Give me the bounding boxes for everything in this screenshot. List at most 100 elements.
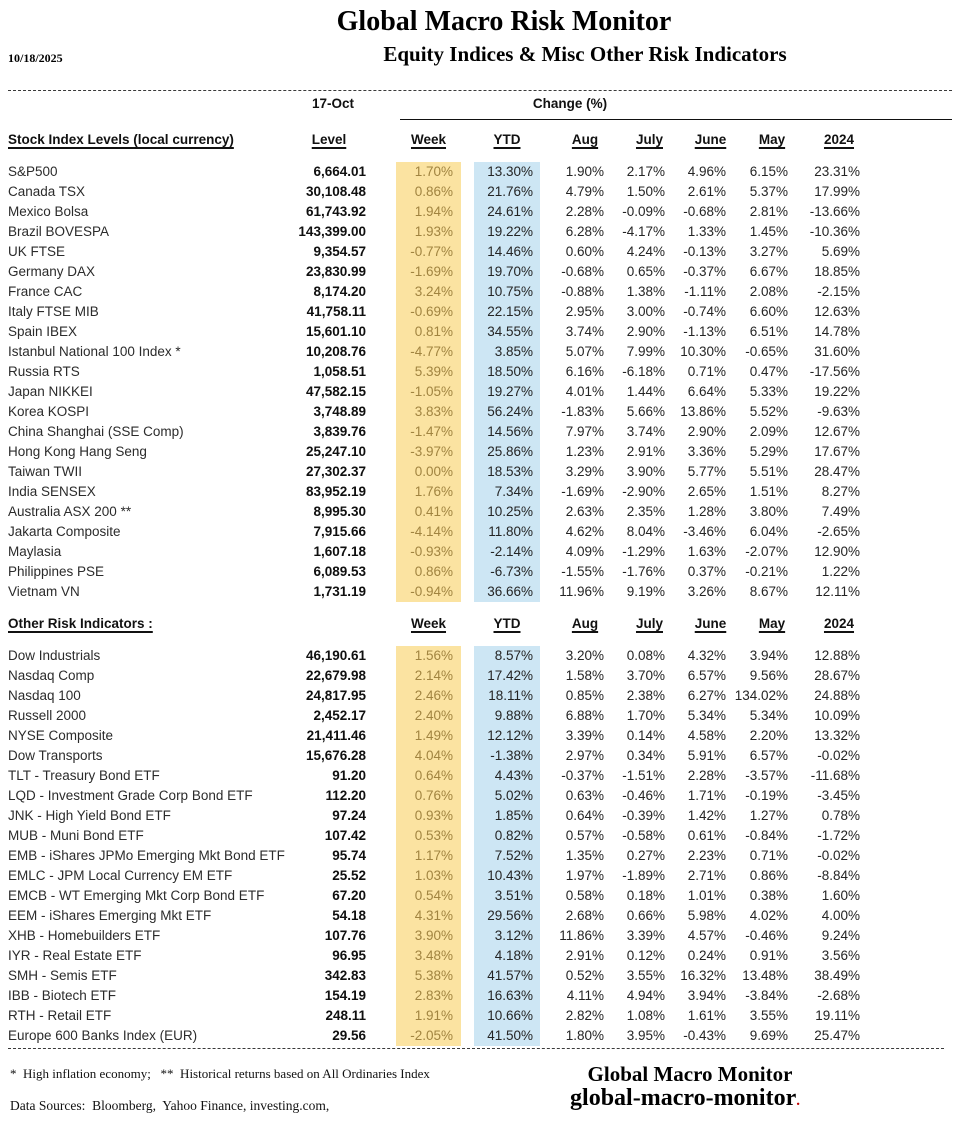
spacer	[368, 282, 396, 302]
report-date: 10/18/2025	[8, 51, 63, 65]
spacer	[368, 866, 396, 886]
cell-may: -3.57%	[745, 768, 788, 783]
col-header-aug: Aug	[571, 132, 599, 147]
spacer	[461, 846, 474, 866]
row-name: Philippines PSE	[8, 564, 105, 579]
table-row: XHB - Homebuilders ETF 107.76 3.90% 3.12% 11…	[8, 926, 864, 946]
cell-ytd: 36.66%	[474, 582, 540, 602]
cell-may: 1.51%	[749, 484, 788, 499]
cell-june: 5.91%	[687, 748, 726, 763]
cell-week: 0.86%	[396, 182, 461, 202]
cell-may: -0.46%	[745, 928, 788, 943]
cell-level: 3,839.76	[313, 424, 366, 439]
spacer	[461, 826, 474, 846]
spacer	[368, 926, 396, 946]
cell-week: -4.77%	[396, 342, 461, 362]
cell-2024: -2.68%	[817, 988, 860, 1003]
cell-week: -4.14%	[396, 522, 461, 542]
cell-week: 3.90%	[396, 926, 461, 946]
spacer	[368, 666, 396, 686]
spacer	[368, 422, 396, 442]
spacer	[461, 402, 474, 422]
col-header-ytd: YTD	[493, 616, 521, 631]
cell-week: 1.03%	[396, 866, 461, 886]
spacer	[461, 926, 474, 946]
row-name: EEM - iShares Emerging Mkt ETF	[8, 908, 212, 923]
table-row: JNK - High Yield Bond ETF 97.24 0.93% 1.85%…	[8, 806, 864, 826]
row-name: S&P500	[8, 164, 58, 179]
spacer	[368, 342, 396, 362]
table-row: Dow Industrials 46,190.61 1.56% 8.57% 3.20% 0…	[8, 646, 864, 666]
cell-aug: 6.16%	[565, 364, 604, 379]
spacer	[461, 1006, 474, 1026]
cell-july: 2.17%	[626, 164, 665, 179]
cell-july: 0.66%	[626, 908, 665, 923]
spacer	[461, 522, 474, 542]
cell-june: 1.42%	[687, 808, 726, 823]
cell-ytd: 19.70%	[474, 262, 540, 282]
cell-may: 6.15%	[749, 164, 788, 179]
cell-july: 5.66%	[626, 404, 665, 419]
spacer	[368, 482, 396, 502]
spacer	[461, 726, 474, 746]
spacer	[461, 986, 474, 1006]
spacer	[368, 128, 396, 162]
cell-june: 3.94%	[687, 988, 726, 1003]
spacer	[461, 162, 474, 182]
table-row: Korea KOSPI 3,748.89 3.83% 56.24% -1.83% 5.66…	[8, 402, 864, 422]
cell-july: 1.44%	[626, 384, 665, 399]
table-row: France CAC 8,174.20 3.24% 10.75% -0.88% 1.38%…	[8, 282, 864, 302]
cell-level: 91.20	[332, 768, 366, 783]
row-name: Vietnam VN	[8, 584, 80, 599]
cell-june: 6.27%	[687, 688, 726, 703]
cell-week: 5.38%	[396, 966, 461, 986]
spacer	[368, 906, 396, 926]
cell-may: 2.09%	[749, 424, 788, 439]
spacer	[368, 766, 396, 786]
cell-2024: 38.49%	[814, 968, 860, 983]
cell-ytd: 4.43%	[474, 766, 540, 786]
cell-2024: -2.65%	[817, 524, 860, 539]
cell-level: 8,995.30	[313, 504, 366, 519]
spacer	[461, 422, 474, 442]
cell-july: -1.51%	[622, 768, 665, 783]
cell-ytd: 10.25%	[474, 502, 540, 522]
spacer	[368, 542, 396, 562]
cell-june: -1.13%	[683, 324, 726, 339]
cell-level: 22,679.98	[305, 668, 366, 683]
row-name: Jakarta Composite	[8, 524, 121, 539]
cell-aug: 4.62%	[565, 524, 604, 539]
row-name: Dow Industrials	[8, 648, 101, 663]
cell-ytd: -2.14%	[474, 542, 540, 562]
spacer	[368, 826, 396, 846]
cell-ytd: 18.53%	[474, 462, 540, 482]
cell-july: 0.14%	[626, 728, 665, 743]
footnote: * High inflation economy; ** Historical …	[10, 1066, 430, 1081]
table-row: Australia ASX 200 ** 8,995.30 0.41% 10.25% 2…	[8, 502, 864, 522]
cell-level: 25,247.10	[305, 444, 366, 459]
row-name: Spain IBEX	[8, 324, 78, 339]
cell-aug: -1.55%	[561, 564, 604, 579]
table-row: EEM - iShares Emerging Mkt ETF 54.18 4.31%…	[8, 906, 864, 926]
table-row: IBB - Biotech ETF 154.19 2.83% 16.63% 4.11% 4…	[8, 986, 864, 1006]
cell-ytd: 10.66%	[474, 1006, 540, 1026]
cell-week: 3.24%	[396, 282, 461, 302]
cell-aug: 1.35%	[565, 848, 604, 863]
col-header-level: Level	[311, 132, 347, 147]
cell-aug: -0.88%	[561, 284, 604, 299]
cell-level: 1,731.19	[313, 584, 366, 599]
cell-june: 4.58%	[687, 728, 726, 743]
col-header-may: May	[758, 616, 786, 631]
cell-aug: 3.20%	[565, 648, 604, 663]
cell-ytd: 16.63%	[474, 986, 540, 1006]
cell-july: 3.39%	[626, 928, 665, 943]
spacer	[461, 282, 474, 302]
cell-july: 1.50%	[626, 184, 665, 199]
cell-week: 1.70%	[396, 162, 461, 182]
cell-2024: 12.11%	[815, 584, 860, 599]
spacer	[461, 866, 474, 886]
cell-july: -1.29%	[622, 544, 665, 559]
table-row: UK FTSE 9,354.57 -0.77% 14.46% 0.60% 4.24% -0.…	[8, 242, 864, 262]
table-header-row: Stock Index Levels (local currency) Leve…	[8, 128, 864, 162]
table-row: Taiwan TWII 27,302.37 0.00% 18.53% 3.29% 3.90…	[8, 462, 864, 482]
